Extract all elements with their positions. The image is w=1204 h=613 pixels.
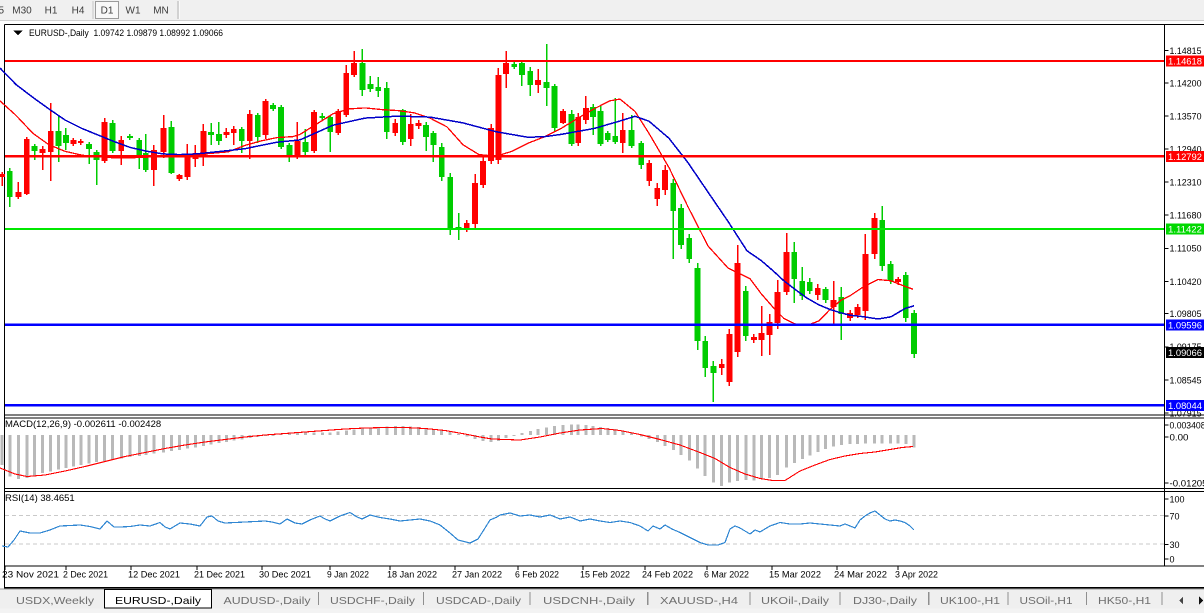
svg-text:USDCAD-,Daily: USDCAD-,Daily	[436, 595, 522, 607]
svg-text:H4: H4	[72, 6, 85, 17]
svg-text:M30: M30	[12, 6, 32, 17]
svg-text:1.09596: 1.09596	[1168, 320, 1202, 330]
svg-text:1.09805: 1.09805	[1170, 309, 1202, 319]
svg-text:1.12940: 1.12940	[1170, 145, 1202, 155]
svg-text:0.00: 0.00	[1170, 432, 1189, 442]
svg-text:12 Dec 2021: 12 Dec 2021	[128, 570, 180, 580]
svg-text:30 Dec 2021: 30 Dec 2021	[259, 570, 311, 580]
svg-text:15 Mar 2022: 15 Mar 2022	[769, 570, 821, 580]
svg-text:USDCNH-,Daily: USDCNH-,Daily	[543, 595, 636, 607]
svg-text:1.12310: 1.12310	[1170, 178, 1202, 188]
svg-text:6 Feb 2022: 6 Feb 2022	[515, 570, 559, 580]
svg-text:100: 100	[1170, 494, 1185, 504]
svg-text:HK50-,H1: HK50-,H1	[1098, 595, 1151, 607]
svg-text:5: 5	[0, 6, 4, 17]
svg-text:9 Jan 2022: 9 Jan 2022	[327, 570, 369, 580]
svg-text:3 Apr 2022: 3 Apr 2022	[895, 570, 938, 580]
svg-text:1.11680: 1.11680	[1170, 211, 1202, 221]
svg-text:1.07915: 1.07915	[1170, 408, 1202, 418]
svg-text:1.14815: 1.14815	[1170, 46, 1202, 56]
svg-text:24 Feb 2022: 24 Feb 2022	[642, 570, 693, 580]
svg-text:70: 70	[1170, 511, 1180, 521]
svg-text:1.13570: 1.13570	[1170, 111, 1202, 121]
svg-text:MACD(12,26,9) -0.002611 -0.002: MACD(12,26,9) -0.002611 -0.002428	[5, 419, 161, 430]
svg-text:18 Jan 2022: 18 Jan 2022	[387, 570, 437, 580]
svg-text:24 Mar 2022: 24 Mar 2022	[834, 570, 887, 580]
svg-text:H1: H1	[45, 6, 58, 17]
svg-text:DJ30-,Daily: DJ30-,Daily	[853, 595, 918, 607]
svg-text:23 Nov 2021: 23 Nov 2021	[2, 570, 59, 580]
svg-text:1.14618: 1.14618	[1168, 57, 1202, 67]
svg-text:0.003408: 0.003408	[1170, 420, 1204, 430]
svg-text:EURUSD-,Daily: EURUSD-,Daily	[115, 595, 202, 607]
svg-text:1.11422: 1.11422	[1168, 225, 1202, 235]
svg-text:15 Feb 2022: 15 Feb 2022	[580, 570, 630, 580]
svg-text:1.11050: 1.11050	[1170, 244, 1202, 254]
svg-text:MN: MN	[153, 6, 169, 17]
svg-text:0: 0	[1170, 554, 1175, 564]
svg-text:1.09066: 1.09066	[1168, 348, 1202, 358]
svg-text:30: 30	[1170, 540, 1180, 550]
svg-text:XAUUSD-,H4: XAUUSD-,H4	[660, 595, 738, 607]
svg-text:UK100-,H1: UK100-,H1	[940, 595, 1000, 607]
svg-text:6 Mar 2022: 6 Mar 2022	[704, 570, 749, 580]
svg-text:27 Jan 2022: 27 Jan 2022	[452, 570, 502, 580]
svg-text:-0.01205: -0.01205	[1170, 478, 1204, 488]
svg-text:USOil-,H1: USOil-,H1	[1020, 595, 1073, 607]
svg-text:W1: W1	[126, 6, 141, 17]
svg-text:1.12792: 1.12792	[1168, 152, 1202, 162]
svg-text:D1: D1	[101, 6, 114, 17]
svg-text:USDCHF-,Daily: USDCHF-,Daily	[330, 595, 416, 607]
svg-text:EURUSD-,Daily 1.09742 1.09879: EURUSD-,Daily 1.09742 1.09879 1.08992 1.…	[29, 28, 223, 39]
svg-text:USDX,Weekly: USDX,Weekly	[16, 595, 95, 607]
svg-text:1.08044: 1.08044	[1168, 401, 1202, 411]
svg-text:1.08545: 1.08545	[1170, 375, 1202, 385]
svg-text:AUDUSD-,Daily: AUDUSD-,Daily	[224, 595, 312, 607]
svg-text:1.14200: 1.14200	[1170, 78, 1202, 88]
svg-text:2 Dec 2021: 2 Dec 2021	[63, 570, 108, 580]
svg-text:1.10420: 1.10420	[1170, 277, 1202, 287]
svg-text:UKOil-,Daily: UKOil-,Daily	[761, 595, 830, 607]
svg-text:21 Dec 2021: 21 Dec 2021	[194, 570, 245, 580]
svg-text:RSI(14) 38.4651: RSI(14) 38.4651	[5, 493, 75, 504]
